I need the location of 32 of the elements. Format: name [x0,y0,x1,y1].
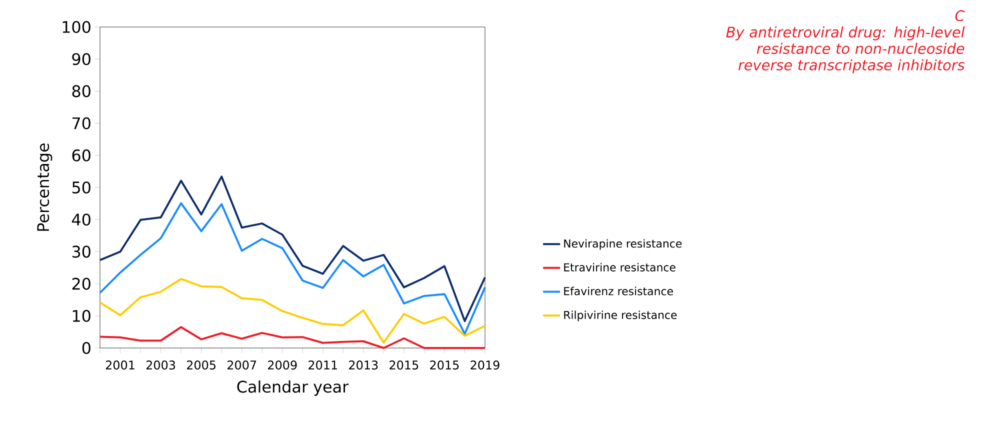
x-tick-label: 2011 [308,360,337,370]
text: By antiretroviral drug: high-level resistance to non-nucleoside reverse transcriptase inhibitors [726,26,965,74]
line-series [99,176,486,322]
x-tick-label: 2019 [470,360,500,370]
y-tick-label: 20 [72,278,90,290]
legend-label: Nevirapine resistance [564,239,682,250]
x-tick-label: 2013 [349,360,378,370]
x-tick-label: 2015 [430,360,459,370]
y-tick-label: 10 [72,310,90,322]
text: C [955,10,965,22]
legend-label: Etravirine resistance [564,262,676,272]
y-tick-label: 40 [72,214,90,226]
y-axis-title: Percentage [37,144,52,231]
y-tick-label: 80 [72,85,90,98]
x-tick-label: 2009 [268,360,297,370]
legend-label: Efavirenz resistance [564,286,673,296]
y-tick-label: 30 [72,246,90,258]
y-tick-label: 90 [72,53,90,66]
y-tick-label: 50 [72,181,90,194]
y-tick-label: 100 [62,20,90,34]
legend-label: Rilpivirine resistance [564,310,677,322]
line-series [99,278,486,344]
line-series [99,202,486,335]
x-axis-title: Calendar year [237,380,349,396]
x-tick-label: 2015 [390,360,418,370]
x-tick-label: 2003 [146,360,176,370]
x-tick-label: 2007 [228,360,256,370]
y-tick-label: 0 [82,342,90,354]
y-tick-label: 70 [72,117,90,130]
x-tick-label: 2005 [186,360,216,370]
x-tick-label: 2001 [106,360,134,370]
y-tick-label: 60 [72,149,90,162]
